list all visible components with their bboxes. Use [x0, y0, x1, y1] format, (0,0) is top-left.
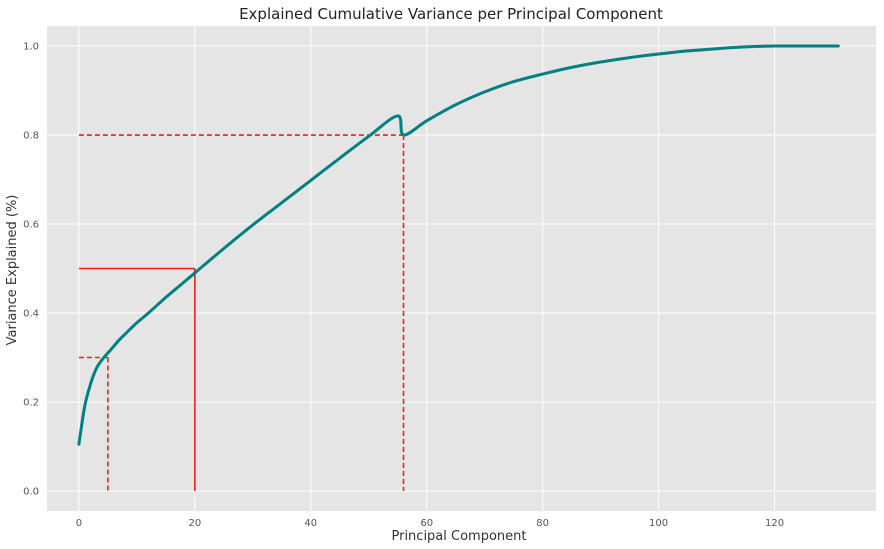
x-tick-label: 120: [765, 518, 784, 529]
x-tick-label: 100: [649, 518, 668, 529]
y-tick-label: 0.8: [23, 131, 39, 142]
cumulative-variance-line: [77, 44, 840, 446]
x-tick-label: 40: [304, 518, 317, 529]
y-tick-label: 1.0: [23, 42, 39, 53]
x-axis-ticks: 0 20 40 60 80 100 120: [76, 518, 784, 529]
x-tick-label: 80: [536, 518, 549, 529]
chart-title: Explained Cumulative Variance per Princi…: [239, 5, 663, 23]
y-axis-label: Variance Explained (%): [5, 195, 20, 346]
x-tick-label: 60: [420, 518, 433, 529]
x-tick-label: 0: [76, 518, 82, 529]
y-tick-label: 0.4: [23, 308, 39, 319]
x-tick-label: 20: [188, 518, 201, 529]
y-tick-label: 0.2: [23, 397, 39, 408]
y-tick-label: 0.0: [23, 486, 39, 497]
y-axis-ticks: 0.0 0.2 0.4 0.6 0.8 1.0: [23, 42, 39, 498]
y-tick-label: 0.6: [23, 220, 39, 231]
x-axis-label: Principal Component: [391, 529, 526, 544]
